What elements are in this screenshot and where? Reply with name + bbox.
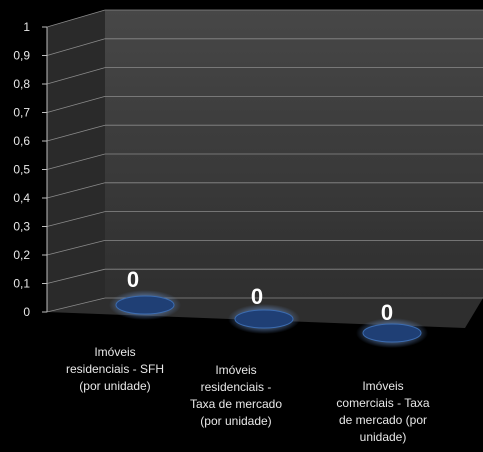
data-label: 0 [127,267,139,292]
bar [115,295,175,315]
data-labels: 0 0 0 [127,267,393,325]
gridline-side [46,38,106,56]
gridline-side [46,9,106,28]
bar [234,309,294,329]
data-label: 0 [251,284,263,309]
y-tick-label: 1 [23,20,30,34]
y-tick-label: 0,7 [13,106,30,120]
category-label: Imóveis comerciais - Taxa de mercado (por u… [336,379,429,444]
gridline-side [46,268,106,284]
bar [362,323,422,343]
y-tick-label: 0,2 [13,248,30,262]
category-label: Imóveis residenciais - SFH (por unidade) [66,345,164,393]
y-tick-label: 0,1 [13,277,30,291]
y-tick-label: 0,5 [13,163,30,177]
gridline-side [46,124,106,142]
gridline-side [46,153,106,170]
gridline-side [46,211,106,227]
gridline-side [46,240,106,256]
y-tick-label: 0,4 [13,191,30,205]
y-tick-label: 0,9 [13,49,30,63]
gridline-side [46,67,106,85]
data-label: 0 [381,300,393,325]
category-labels: Imóveis residenciais - SFH (por unidade) Im… [66,345,430,444]
y-axis-ticks: 0 0,1 0,2 0,3 0,4 0,5 0,6 0,7 0,8 0,9 1 [13,20,47,319]
y-tick-label: 0,6 [13,134,30,148]
chart-side-wall [47,10,105,312]
category-label: Imóveis residenciais -Taxa de mercado (por… [190,363,282,428]
gridline-side [46,96,106,113]
gridlines [46,9,483,313]
gridline-side [46,297,106,313]
y-tick-label: 0,3 [13,220,30,234]
bars [109,290,428,348]
y-tick-label: 0,8 [13,77,30,91]
gridline-side [46,182,106,199]
y-tick-label: 0 [23,305,30,319]
